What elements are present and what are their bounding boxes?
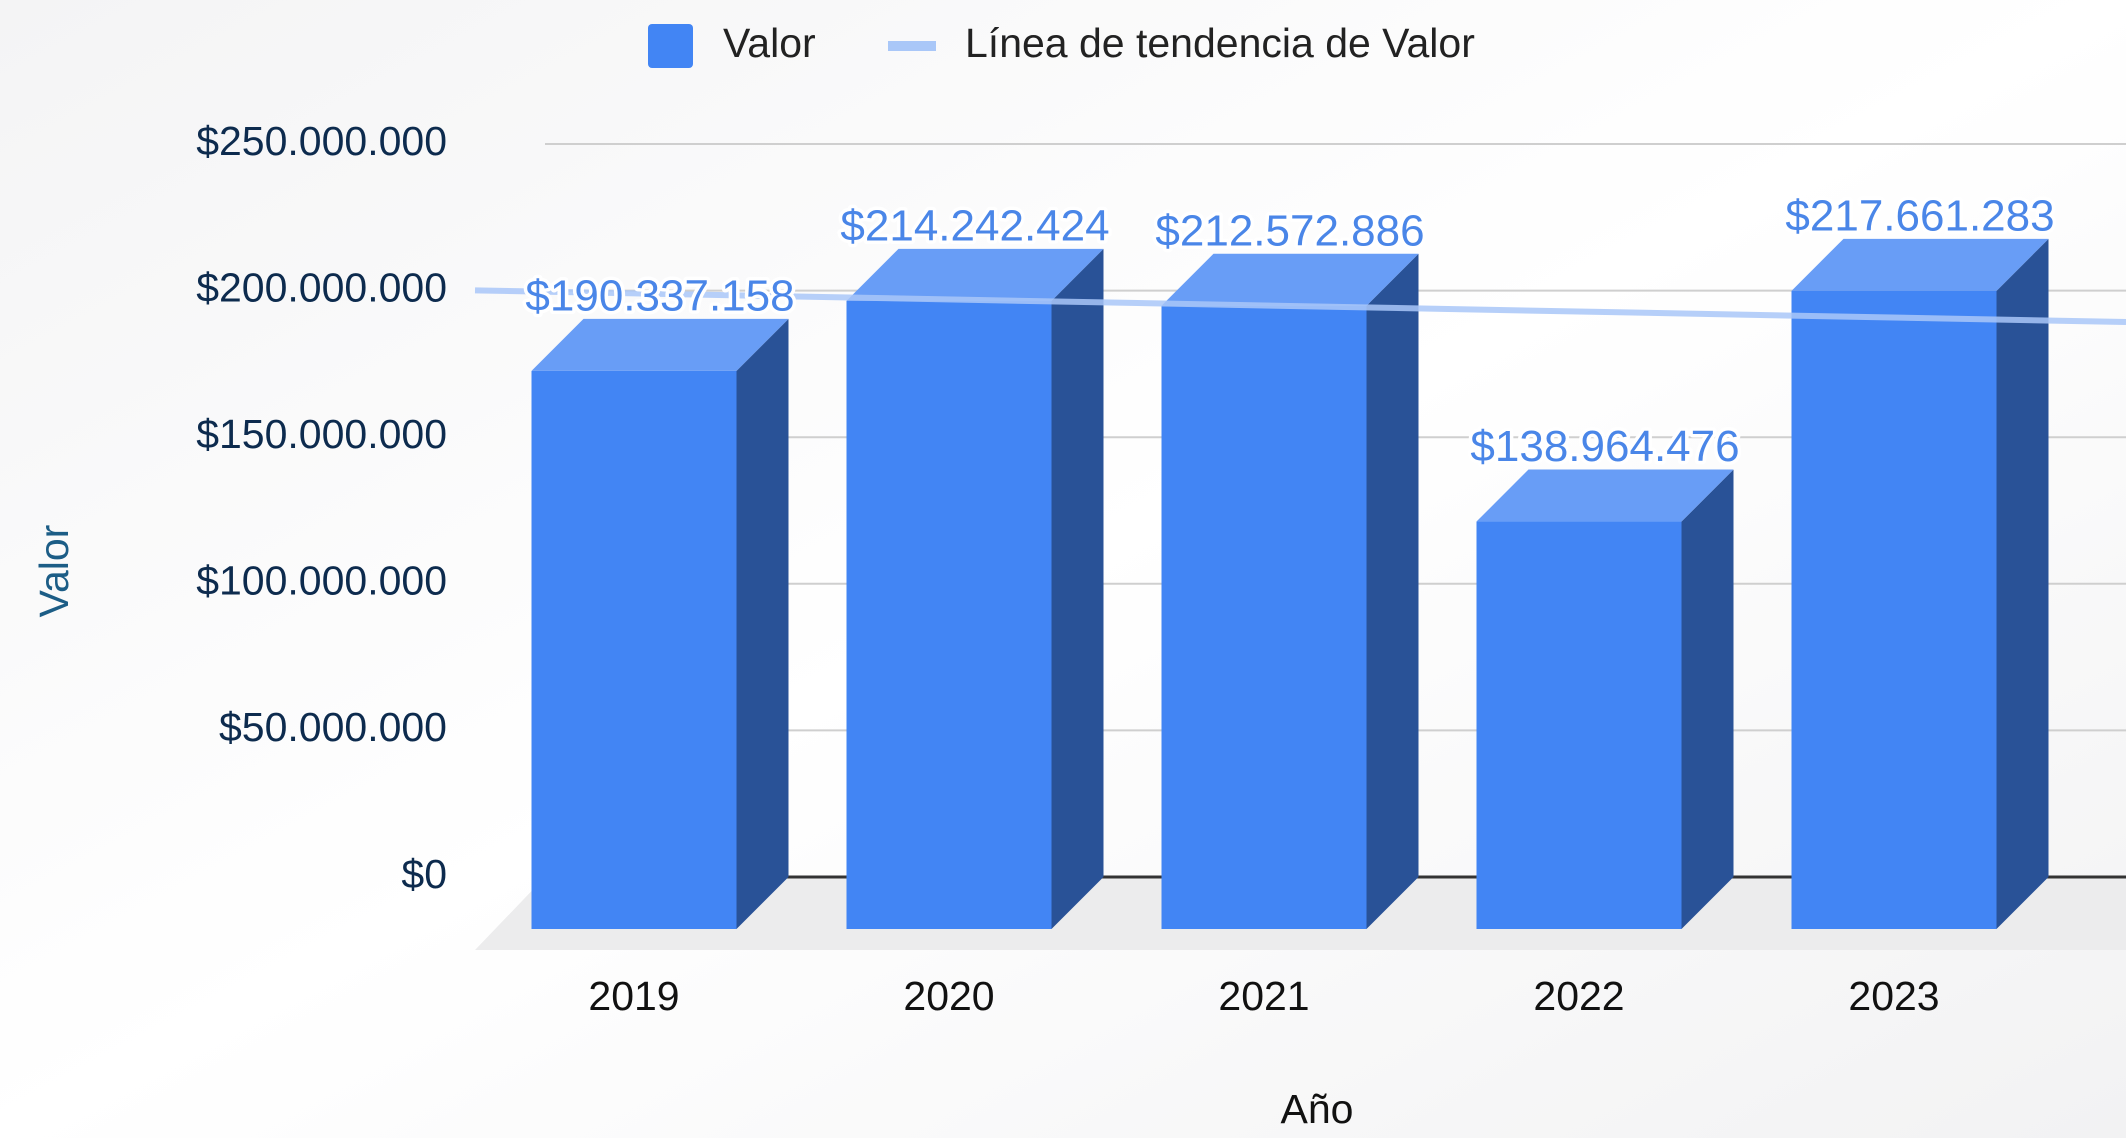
- value-label: $217.661.283: [1785, 191, 2054, 240]
- bar-side: [1996, 238, 2049, 929]
- bars: [531, 238, 2049, 930]
- bar: [846, 300, 1052, 930]
- x-tick-label: 2020: [903, 973, 994, 1019]
- bar: [1476, 521, 1682, 929]
- x-tick-label: 2019: [588, 973, 679, 1019]
- legend-label: Valor: [723, 20, 816, 66]
- bar: [1791, 290, 1997, 929]
- x-axis-title: Año: [1281, 1086, 1354, 1132]
- bar-top: [1791, 238, 2049, 291]
- value-label: $138.964.476: [1470, 422, 1739, 471]
- labels: $0 $50.000.000 $100.000.000 $150.000.000 $20…: [196, 118, 2126, 1019]
- bar: [1161, 305, 1367, 929]
- value-label: $214.242.424: [840, 201, 1109, 250]
- y-tick-label: $0: [401, 851, 447, 897]
- bar-top: [1161, 253, 1419, 306]
- x-tick-label: 2022: [1533, 973, 1624, 1019]
- bar-side: [1681, 469, 1734, 929]
- y-tick-label: $150.000.000: [196, 411, 447, 457]
- bar-side: [1366, 253, 1419, 929]
- y-tick-label: $100.000.000: [196, 558, 447, 604]
- y-tick-label: $200.000.000: [196, 264, 447, 310]
- trendline: [474, 287, 2126, 326]
- bar: [531, 370, 737, 929]
- bar-top: [1476, 469, 1734, 522]
- bar-top: [846, 248, 1104, 301]
- y-axis-title: Valor: [31, 525, 77, 618]
- y-tick-label: $250.000.000: [196, 118, 447, 164]
- legend-swatch: [648, 24, 693, 68]
- legend-label: Línea de tendencia de Valor: [965, 20, 1475, 66]
- x-tick-label: 2023: [1848, 973, 1939, 1019]
- y-tick-label: $50.000.000: [219, 704, 447, 750]
- bar-top: [531, 318, 789, 371]
- bar-side: [1051, 248, 1104, 930]
- x-tick-label: 2021: [1218, 973, 1309, 1019]
- value-label: $190.337.158: [525, 272, 794, 321]
- value-label: $212.572.886: [1155, 206, 1424, 255]
- bar-side: [736, 318, 789, 929]
